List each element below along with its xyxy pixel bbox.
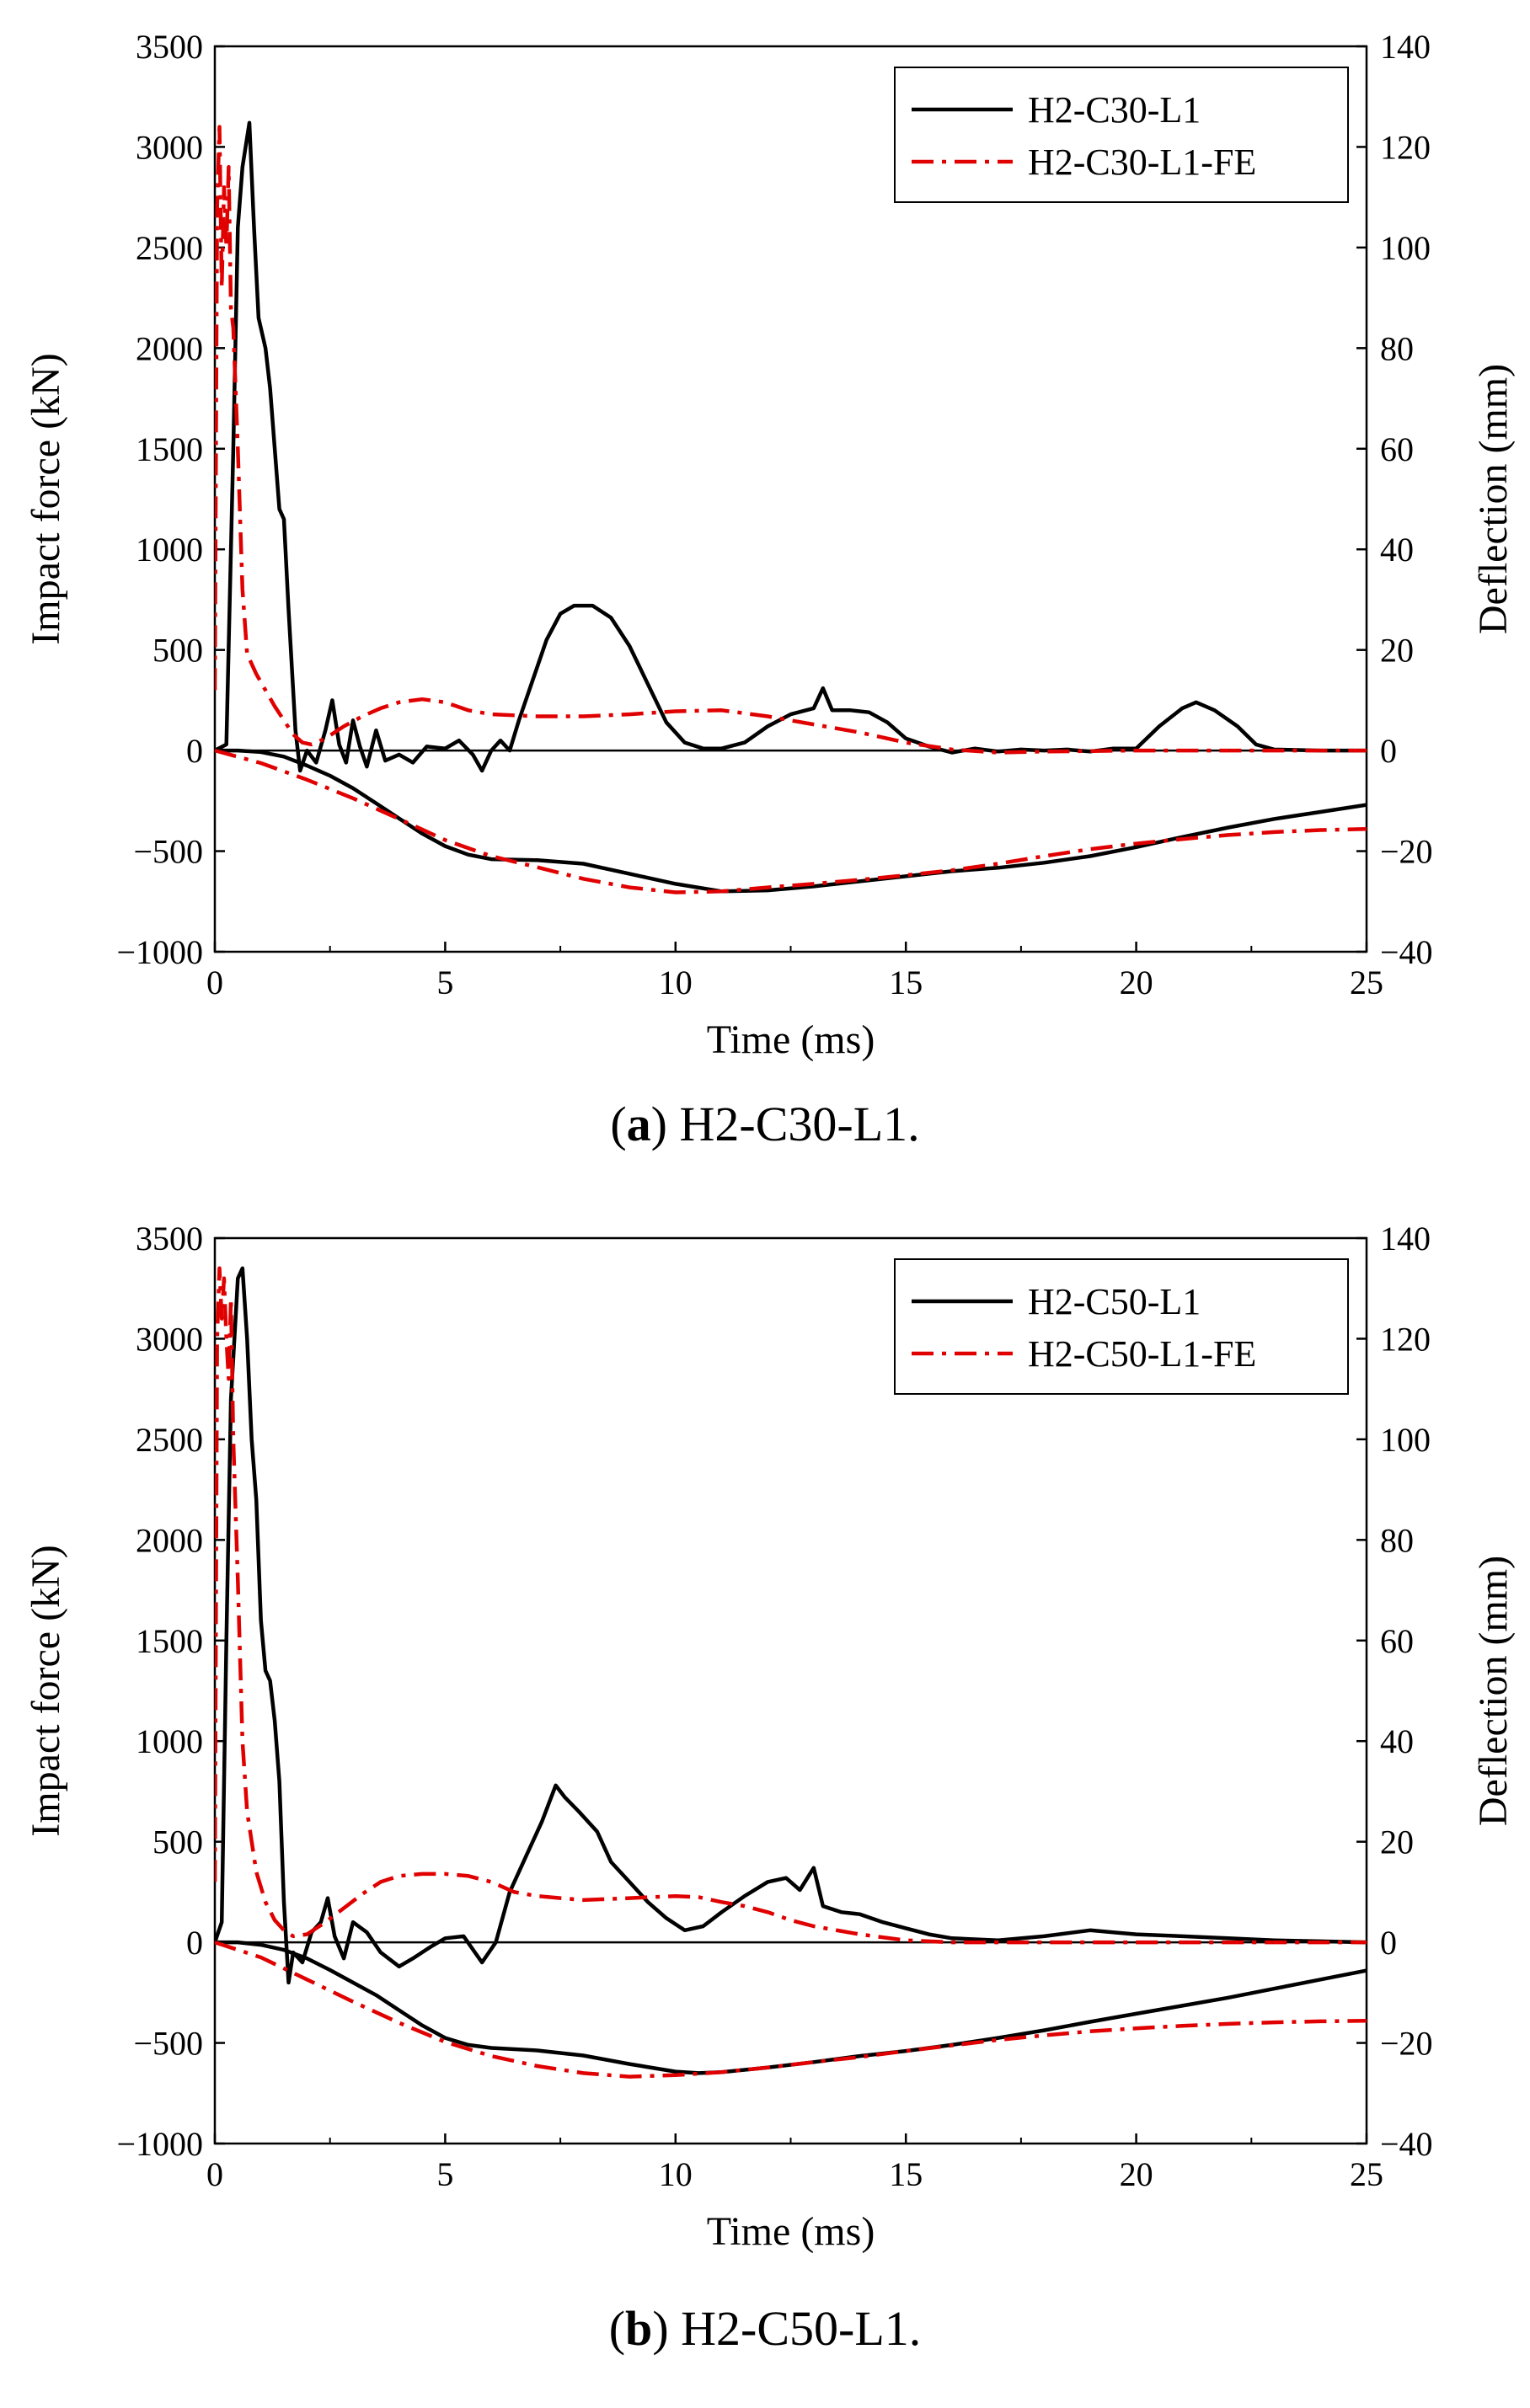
chart-svg-a: 0 5 10 15 20 253500300025002000150010005000−1… xyxy=(24,28,1516,1062)
chart1-y-left-tick-label: 2500 xyxy=(136,1421,203,1459)
chart0-y-left-tick-label: −1000 xyxy=(116,933,203,971)
chart1-x-tick-label: 25 xyxy=(1350,2155,1383,2193)
chart0-x-tick-label: 20 xyxy=(1120,964,1153,1001)
chart1-y-right-tick-label: 80 xyxy=(1380,1521,1414,1559)
chart0-y-right-tick-label: 100 xyxy=(1380,229,1431,267)
chart1-x-tick-label: 0 xyxy=(206,2155,223,2193)
chart1-legend-label: H2-C50-L1-FE xyxy=(1028,1333,1256,1375)
chart0-x-tick-label: 25 xyxy=(1350,964,1383,1001)
chart1-x-tick-label: 5 xyxy=(436,2155,453,2193)
caption-text-b: H2-C50-L1. xyxy=(681,2301,922,2356)
chart1-y-left-tick-label: 1000 xyxy=(136,1722,203,1760)
chart1-y-left-tick-label: 3500 xyxy=(136,1220,203,1257)
chart1-y-right-axis-label: Deflection (mm) xyxy=(1471,1556,1516,1826)
caption-a: (a) H2-C30-L1. xyxy=(610,1097,920,1151)
chart0-y-right-tick-label: −40 xyxy=(1380,933,1433,971)
chart1-x-tick-label: 15 xyxy=(889,2155,923,2193)
chart1-y-left-tick-label: 3000 xyxy=(136,1320,203,1358)
chart0-series-force-fe xyxy=(215,125,1367,755)
chart0-y-right-tick-label: −20 xyxy=(1380,833,1433,871)
chart0-y-left-tick-label: 3000 xyxy=(136,128,203,166)
chart0-y-left-tick-label: 500 xyxy=(152,632,203,670)
chart0-x-tick-label: 10 xyxy=(659,964,693,1001)
chart0-y-left-tick-label: 2000 xyxy=(136,329,203,367)
chart0-legend-label: H2-C30-L1-FE xyxy=(1028,141,1256,183)
chart1-y-right-tick-label: 100 xyxy=(1380,1421,1431,1459)
chart1-y-right-tick-label: 20 xyxy=(1380,1823,1414,1861)
chart1-series-force-test xyxy=(215,1266,1367,1985)
chart0-y-right-tick-label: 80 xyxy=(1380,329,1414,367)
chart0-y-left-tick-label: 0 xyxy=(186,732,203,770)
chart1-y-right-tick-label: −40 xyxy=(1380,2125,1433,2163)
caption-letter-b: b xyxy=(625,2301,653,2356)
chart0-y-left-tick-label: 1000 xyxy=(136,531,203,569)
chart1-y-left-tick-label: 2000 xyxy=(136,1521,203,1559)
chart0-y-left-tick-label: −500 xyxy=(133,833,203,871)
chart0-series-force-test xyxy=(215,120,1367,773)
chart1-y-left-tick-label: 1500 xyxy=(136,1622,203,1660)
chart0-y-right-tick-label: 140 xyxy=(1380,28,1431,66)
chart1-series-force-fe xyxy=(215,1266,1367,1945)
chart0-y-right-tick-label: 40 xyxy=(1380,531,1414,569)
chart1-series-deflection-fe xyxy=(215,1940,1367,2079)
caption-text-a: H2-C30-L1. xyxy=(679,1097,920,1151)
chart1-x-tick-label: 10 xyxy=(659,2155,693,2193)
caption-letter-a: a xyxy=(626,1097,651,1151)
chart0-series-deflection-fe xyxy=(215,748,1367,894)
chart1-legend-box xyxy=(894,1258,1349,1395)
chart0-y-right-tick-label: 20 xyxy=(1380,632,1414,670)
chart0-y-left-tick-label: 3500 xyxy=(136,28,203,66)
chart0-y-left-axis-label: Impact force (kN) xyxy=(24,353,68,644)
chart0-x-tick-label: 5 xyxy=(436,964,453,1001)
chart0-series-deflection-test xyxy=(215,748,1367,894)
chart1-y-right-tick-label: 0 xyxy=(1380,1924,1397,1962)
chart0-x-tick-label: 15 xyxy=(889,964,923,1001)
chart1-legend-label: H2-C50-L1 xyxy=(1028,1281,1201,1322)
chart0-legend-label: H2-C30-L1 xyxy=(1028,89,1201,131)
caption-b: (b) H2-C50-L1. xyxy=(608,2301,922,2356)
chart1-y-right-tick-label: 120 xyxy=(1380,1320,1431,1358)
chart1-y-left-tick-label: 500 xyxy=(152,1823,203,1861)
chart0-y-right-tick-label: 60 xyxy=(1380,430,1414,468)
chart1-x-axis-label: Time (ms) xyxy=(707,2209,875,2254)
chart0-y-right-axis-label: Deflection (mm) xyxy=(1471,364,1516,634)
chart1-series-deflection-test xyxy=(215,1940,1367,2075)
chart-panel-b: 0 5 10 15 20 25 3500 3000 2500 2000 1500 1000 500 0 −1… xyxy=(0,1188,1530,2367)
chart0-x-axis-label: Time (ms) xyxy=(707,1017,875,1062)
chart-panel-a: 0 5 10 15 20 25 3500 3000 2500 2000 1500 1000 500 0 −1… xyxy=(0,0,1530,1179)
chart1-y-left-tick-label: −500 xyxy=(133,2025,203,2063)
chart1-y-right-tick-label: 140 xyxy=(1380,1220,1431,1257)
chart0-x-tick-label: 0 xyxy=(206,964,223,1001)
chart1-y-right-tick-label: −20 xyxy=(1380,2025,1433,2063)
chart1-y-right-tick-label: 40 xyxy=(1380,1722,1414,1760)
chart0-y-right-tick-label: 120 xyxy=(1380,128,1431,166)
chart1-y-left-axis-label: Impact force (kN) xyxy=(24,1545,68,1836)
chart1-y-left-tick-label: −1000 xyxy=(116,2125,203,2163)
chart0-legend-box xyxy=(894,67,1349,203)
chart0-y-left-tick-label: 2500 xyxy=(136,229,203,267)
chart1-y-right-tick-label: 60 xyxy=(1380,1622,1414,1660)
chart0-y-right-tick-label: 0 xyxy=(1380,732,1397,770)
chart1-x-tick-label: 20 xyxy=(1120,2155,1153,2193)
chart-svg-b: 0 5 10 15 20 253500300025002000150010005000−1… xyxy=(24,1220,1516,2254)
chart1-y-left-tick-label: 0 xyxy=(186,1924,203,1962)
chart0-y-left-tick-label: 1500 xyxy=(136,430,203,468)
